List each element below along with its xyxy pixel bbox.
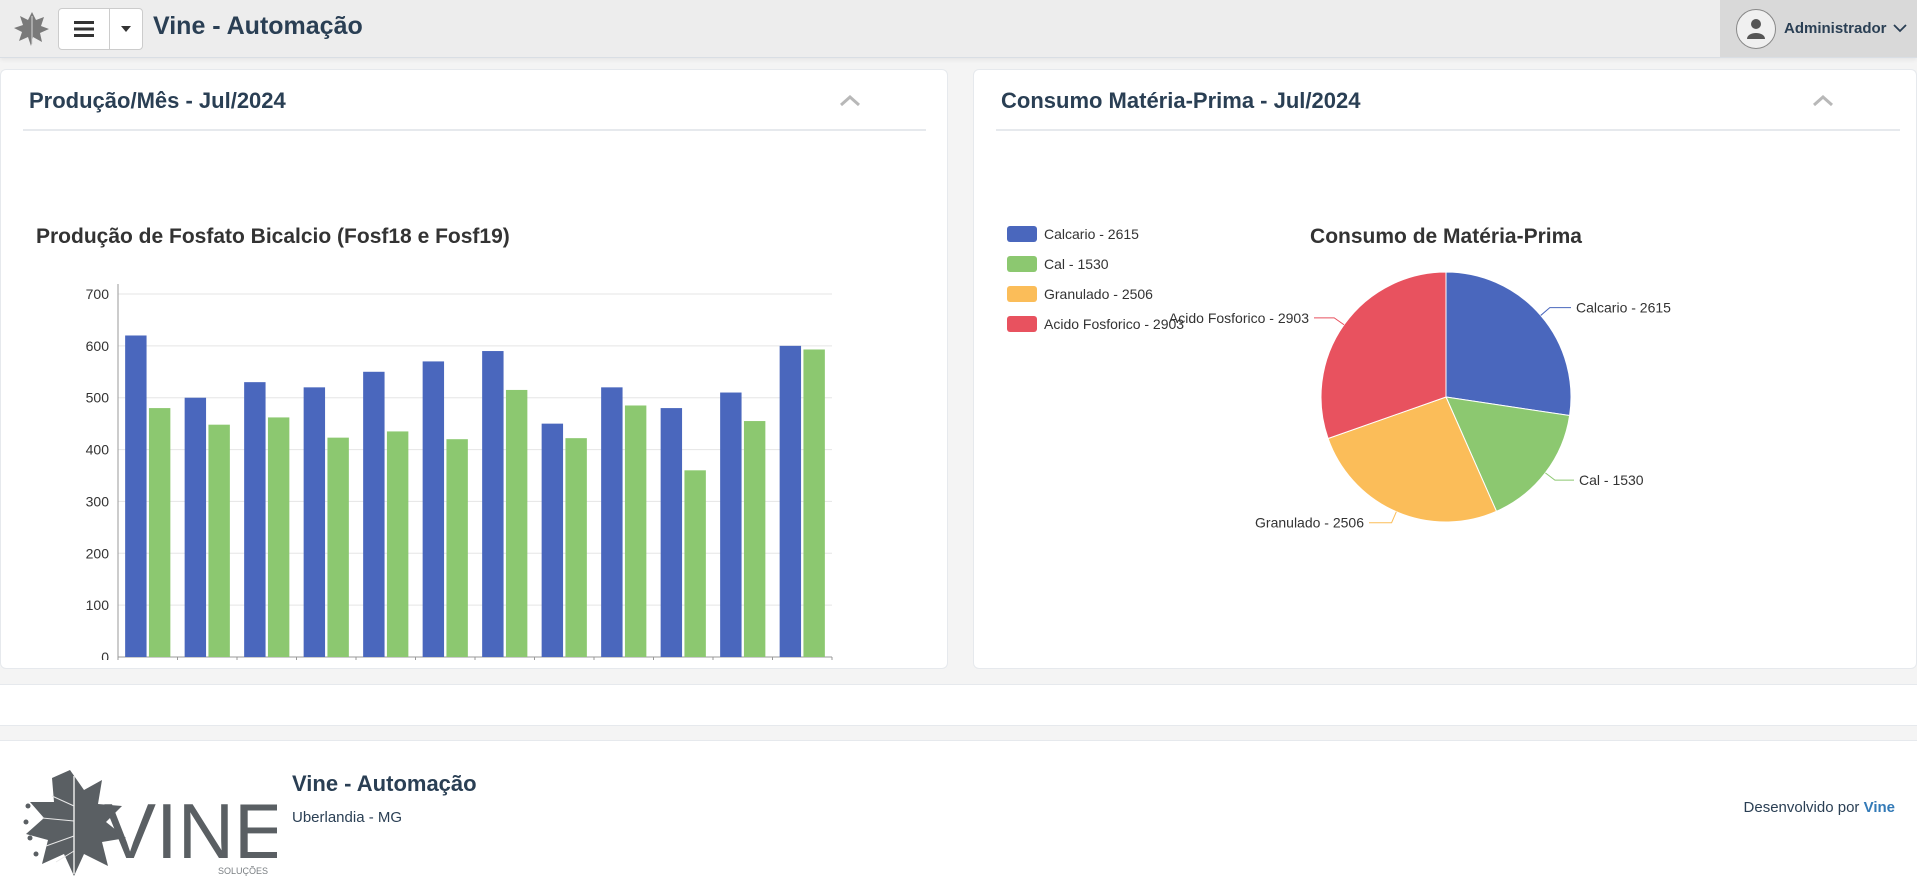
legend-label: Cal - 1530 (1044, 256, 1109, 272)
app-title: Vine - Automação (153, 12, 363, 40)
panel-title: Produção/Mês - Jul/2024 (29, 88, 286, 113)
user-name[interactable]: Administrador (1784, 20, 1887, 37)
vine-leaf-logo-icon[interactable] (12, 8, 52, 48)
bar-fosf19 (743, 421, 766, 657)
panel-title: Consumo Matéria-Prima - Jul/2024 (1001, 88, 1361, 113)
pie-slice (1445, 271, 1572, 417)
legend-label: Acido Fosforico - 2903 (1044, 316, 1184, 332)
pie-label-line (1314, 317, 1345, 326)
bar-fosf19 (327, 437, 349, 657)
vine-logo-icon: VINE SOLUÇÕES (23, 770, 277, 876)
bar-fosf19 (803, 349, 825, 657)
y-tick-label: 500 (86, 390, 110, 406)
bar-fosf19 (267, 417, 290, 657)
bar-fosf18 (541, 423, 564, 657)
chevron-down-icon[interactable] (1892, 24, 1907, 33)
y-tick-label: 700 (86, 286, 110, 302)
bar-fosf18 (720, 392, 742, 657)
bar-fosf18 (660, 408, 683, 657)
pie-label-line (1545, 472, 1574, 481)
y-tick-label: 600 (86, 338, 110, 354)
pie-label: Cal - 1530 (1579, 472, 1644, 488)
bar-fosf19 (386, 431, 409, 657)
logo-text: VINE (104, 787, 277, 875)
footer-company-name: Vine - Automação (292, 771, 477, 796)
bar-fosf18 (779, 345, 802, 657)
bar-fosf18 (422, 361, 445, 657)
panel-divider (996, 129, 1900, 131)
legend-label: Granulado - 2506 (1044, 286, 1153, 302)
y-tick-label: 0 (101, 649, 109, 660)
raw-material-pie-chart: Consumo de Matéria-Prima Calcario - 2615 C… (1007, 225, 1671, 531)
chevron-up-icon[interactable] (839, 94, 861, 107)
hamburger-icon (74, 21, 94, 37)
legend-swatch (1007, 286, 1037, 302)
pie-label: Granulado - 2506 (1255, 515, 1364, 531)
y-tick-label: 100 (86, 597, 110, 613)
y-tick-label: 400 (86, 442, 110, 458)
bar-fosf19 (505, 389, 528, 657)
chevron-up-icon[interactable] (1812, 94, 1834, 107)
chart-title: Consumo de Matéria-Prima (1310, 225, 1582, 248)
bar-fosf18 (184, 397, 207, 657)
y-tick-label: 300 (86, 493, 110, 509)
menu-button-group (58, 8, 143, 50)
bar-fosf19 (148, 408, 171, 657)
raw-material-panel: Consumo Matéria-Prima - Jul/2024 Consumo… (973, 69, 1917, 669)
footer-dev-prefix: Desenvolvido por (1743, 799, 1860, 816)
pie-label-line (1540, 307, 1571, 316)
bar-fosf18 (601, 387, 623, 657)
chart-title: Produção de Fosfato Bicalcio (Fosf18 e F… (36, 225, 510, 248)
bar-fosf19 (565, 438, 587, 657)
bar-fosf18 (244, 382, 266, 657)
bar-fosf19 (208, 424, 230, 657)
footer-dev-link[interactable]: Vine (1863, 799, 1895, 816)
bar-fosf19 (446, 439, 468, 657)
pie-slice (1327, 396, 1498, 523)
user-avatar[interactable] (1736, 8, 1776, 49)
panel-divider (23, 129, 926, 131)
bar-fosf19 (624, 405, 647, 657)
bar-fosf19 (684, 470, 706, 657)
caret-down-icon (121, 26, 131, 32)
content-strip (0, 684, 1917, 726)
user-icon (1747, 18, 1765, 39)
legend-swatch (1007, 226, 1037, 242)
menu-toggle-button[interactable] (59, 9, 110, 49)
user-menu[interactable]: Administrador (1720, 0, 1917, 57)
pie-label-line (1369, 511, 1397, 524)
footer-developer: Desenvolvido por Vine (1744, 799, 1895, 816)
footer: VINE SOLUÇÕES Vine - Automação Uberlandi… (0, 740, 1917, 896)
legend-swatch (1007, 256, 1037, 272)
menu-dropdown-button[interactable] (110, 9, 142, 49)
bar-fosf18 (363, 371, 385, 657)
bar-fosf18 (125, 335, 147, 657)
footer-city: Uberlandia - MG (292, 809, 403, 826)
pie-label: Calcario - 2615 (1576, 300, 1671, 316)
legend-label: Calcario - 2615 (1044, 226, 1139, 242)
logo-subtext: SOLUÇÕES (218, 866, 268, 876)
bar-fosf18 (482, 351, 504, 657)
production-panel: Produção/Mês - Jul/2024 Produção de Fosf… (0, 69, 948, 669)
bar-fosf18 (303, 387, 326, 657)
y-tick-label: 200 (86, 545, 110, 561)
top-navbar: Vine - Automação Administrador (0, 0, 1917, 58)
production-bar-chart: Produção de Fosfato Bicalcio (Fosf18 e F… (36, 225, 833, 660)
legend-swatch (1007, 316, 1037, 332)
pie-label: Acido Fosforico - 2903 (1169, 310, 1309, 326)
